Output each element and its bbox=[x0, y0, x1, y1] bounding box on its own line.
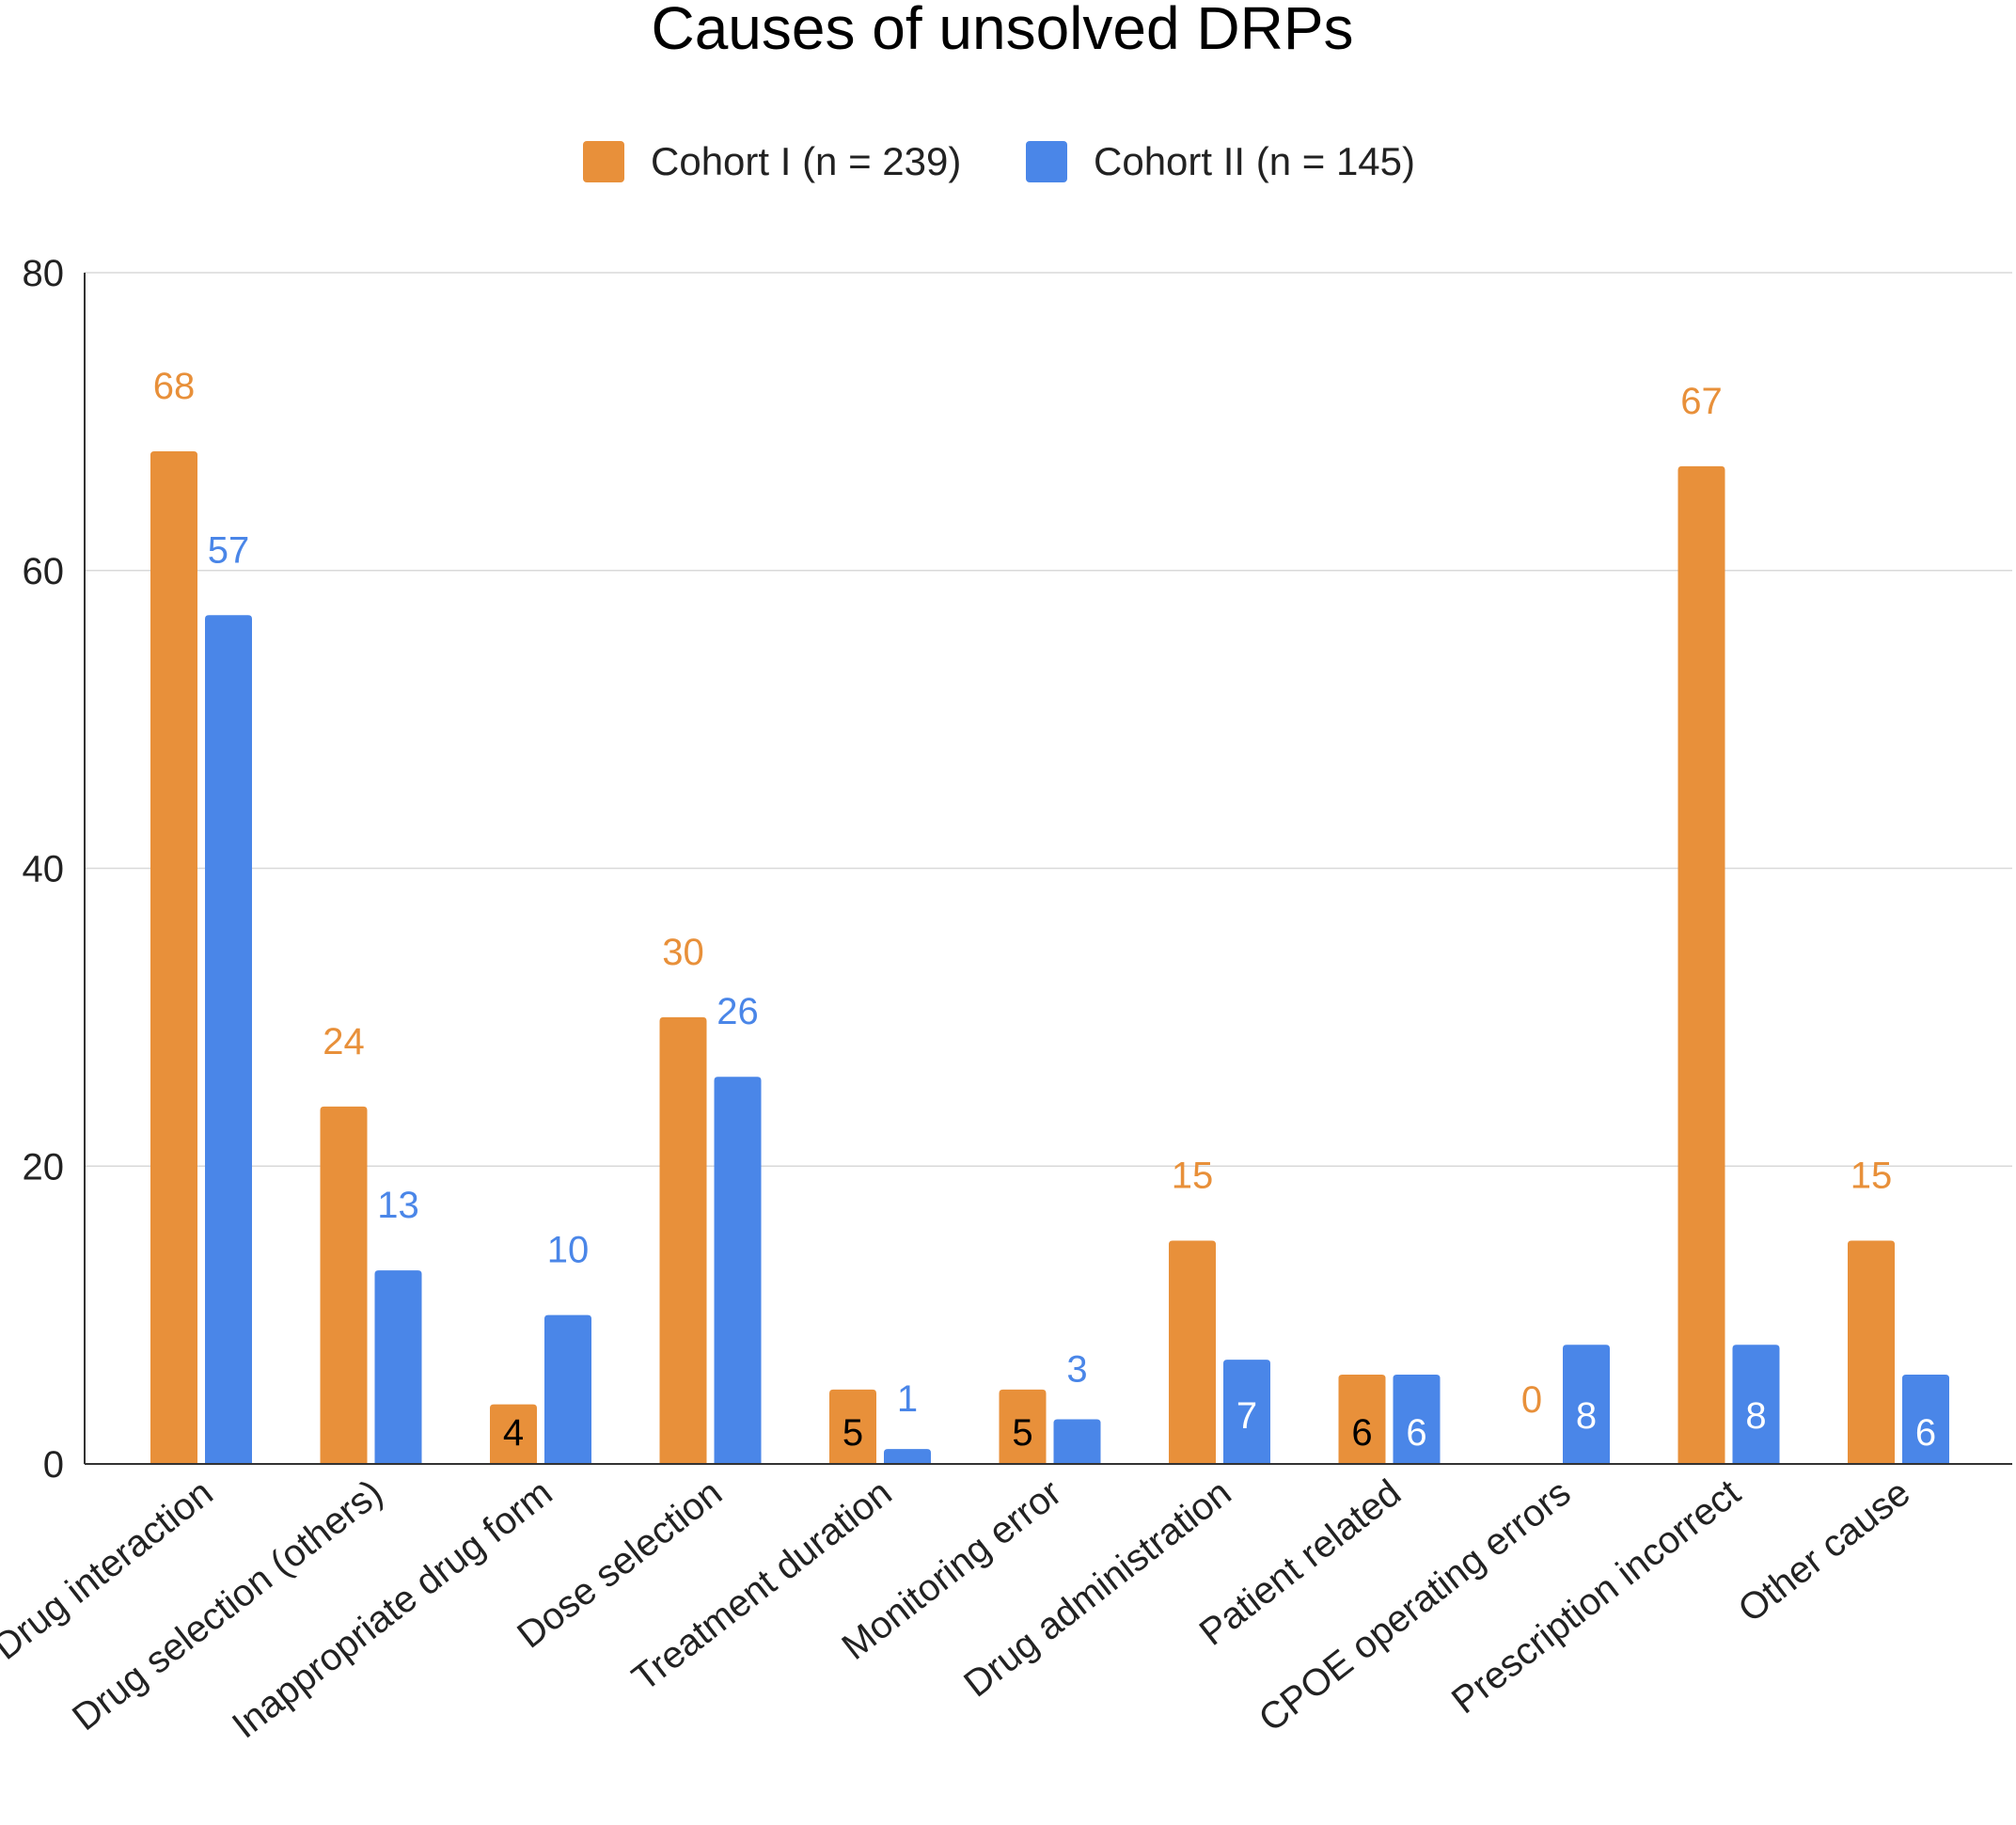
y-tick-label: 40 bbox=[23, 849, 65, 890]
legend-label-cohort-1: Cohort I (n = 239) bbox=[651, 139, 961, 183]
data-label-series-1-6: 15 bbox=[1172, 1155, 1214, 1196]
legend-swatch-cohort-1 bbox=[583, 141, 624, 182]
bar-series-2-5 bbox=[1053, 1419, 1101, 1464]
y-tick-label: 20 bbox=[23, 1146, 65, 1188]
data-label-series-2-1: 13 bbox=[377, 1185, 419, 1226]
bar-series-1-10 bbox=[1848, 1240, 1895, 1464]
bar-series-2-2 bbox=[544, 1314, 591, 1464]
x-category-label: Prescription incorrect bbox=[1444, 1471, 1748, 1722]
bar-series-2-9 bbox=[1732, 1345, 1780, 1464]
y-tick-label: 80 bbox=[23, 253, 65, 294]
bar-series-2-1 bbox=[374, 1270, 422, 1464]
bar-series-2-10 bbox=[1902, 1374, 1949, 1464]
bar-series-2-4 bbox=[884, 1449, 931, 1464]
bar-series-1-4 bbox=[829, 1389, 876, 1464]
bar-series-2-6 bbox=[1223, 1360, 1270, 1464]
bar-series-1-5 bbox=[999, 1389, 1047, 1464]
data-label-series-1-2: 4 bbox=[503, 1412, 524, 1454]
bar-series-2-8 bbox=[1563, 1345, 1610, 1464]
data-label-series-2-6: 7 bbox=[1236, 1395, 1257, 1437]
data-label-series-2-8: 8 bbox=[1576, 1395, 1597, 1437]
data-label-series-2-3: 26 bbox=[717, 991, 759, 1032]
x-category-label: CPOE operating errors bbox=[1252, 1471, 1579, 1739]
bar-series-1-6 bbox=[1169, 1240, 1216, 1464]
data-label-series-1-5: 5 bbox=[1012, 1412, 1032, 1454]
bar-series-1-2 bbox=[490, 1404, 537, 1464]
data-label-series-2-0: 57 bbox=[208, 529, 250, 571]
data-label-series-2-2: 10 bbox=[547, 1230, 590, 1271]
data-label-series-2-9: 8 bbox=[1745, 1395, 1766, 1437]
data-label-series-1-1: 24 bbox=[323, 1021, 365, 1062]
bar-series-1-7 bbox=[1338, 1374, 1386, 1464]
data-label-series-2-10: 6 bbox=[1915, 1412, 1936, 1454]
data-label-series-2-4: 1 bbox=[897, 1378, 918, 1420]
bar-series-2-0 bbox=[205, 615, 252, 1464]
x-category-label: Drug selection (others) bbox=[65, 1471, 390, 1738]
data-label-series-1-10: 15 bbox=[1851, 1155, 1893, 1196]
bars bbox=[150, 451, 1949, 1465]
data-label-series-2-5: 3 bbox=[1066, 1348, 1087, 1390]
bar-series-1-1 bbox=[320, 1106, 368, 1464]
data-label-series-2-7: 6 bbox=[1406, 1412, 1426, 1454]
data-label-series-1-9: 67 bbox=[1680, 381, 1723, 422]
data-label-series-1-4: 5 bbox=[843, 1412, 863, 1454]
data-label-series-1-3: 30 bbox=[662, 932, 704, 973]
y-tick-label: 0 bbox=[43, 1444, 64, 1486]
bar-series-1-9 bbox=[1677, 465, 1725, 1465]
x-category-label: Other cause bbox=[1731, 1471, 1918, 1630]
bar-series-1-3 bbox=[659, 1016, 707, 1464]
data-label-series-1-8: 0 bbox=[1521, 1379, 1542, 1421]
y-tick-label: 60 bbox=[23, 551, 65, 592]
bar-series-2-3 bbox=[714, 1077, 762, 1464]
legend: Cohort I (n = 239) Cohort II (n = 145) bbox=[583, 139, 1415, 183]
chart-title: Causes of unsolved DRPs bbox=[651, 0, 1353, 62]
bar-series-2-7 bbox=[1393, 1374, 1441, 1464]
data-label-series-1-0: 68 bbox=[153, 366, 196, 407]
legend-label-cohort-2: Cohort II (n = 145) bbox=[1094, 139, 1415, 183]
x-category-label: Inappropriate drug form bbox=[225, 1471, 559, 1746]
data-label-series-1-7: 6 bbox=[1351, 1412, 1372, 1454]
bar-series-1-0 bbox=[150, 451, 197, 1464]
legend-swatch-cohort-2 bbox=[1026, 141, 1067, 182]
